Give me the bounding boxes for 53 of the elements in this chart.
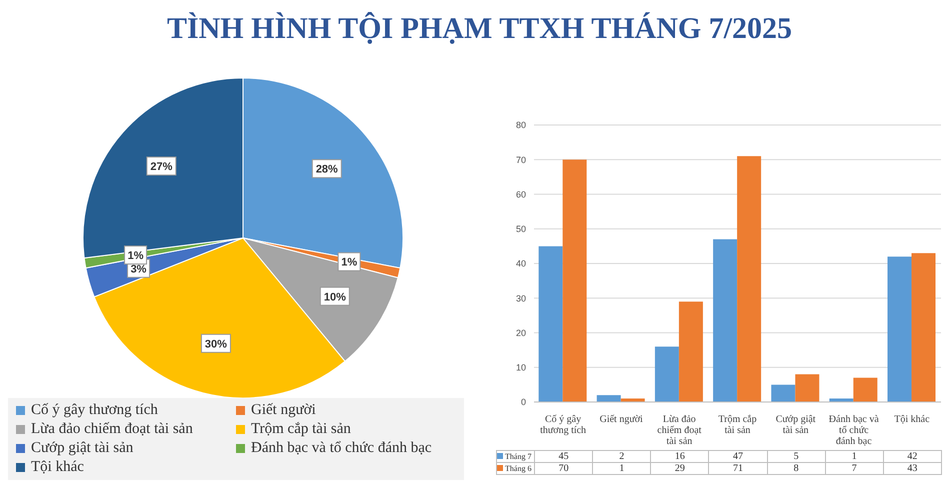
data-label: 1 — [825, 450, 884, 462]
bar — [771, 384, 796, 402]
data-label: 29 — [650, 462, 709, 474]
y-tick-label: 70 — [516, 154, 526, 165]
y-tick-label: 30 — [516, 293, 526, 304]
data-label: 8 — [767, 462, 826, 474]
bar — [912, 253, 936, 402]
legend-label: Tháng 6 — [496, 462, 534, 474]
y-tick-label: 10 — [516, 362, 526, 373]
data-label: 10% — [324, 291, 346, 304]
data-label: 43 — [883, 462, 942, 474]
x-tick-label: Cướp giật tài sản — [776, 414, 816, 436]
bar — [795, 374, 820, 402]
data-label: 71 — [708, 462, 768, 474]
x-tick-label: Cố ý gây thương tích — [540, 414, 586, 436]
data-label: 7 — [825, 462, 884, 474]
legend-label: Tội khác — [31, 459, 84, 476]
x-tick-label: Trộm cắp tài sản — [718, 414, 757, 436]
x-tick-label: Đánh bạc và tổ chức đánh bạc — [828, 414, 880, 447]
bar — [596, 395, 621, 402]
bar — [562, 160, 587, 402]
data-label: 47 — [708, 450, 768, 462]
data-label: 3% — [130, 263, 147, 276]
data-label: 70 — [534, 462, 593, 474]
y-tick-label: 40 — [516, 258, 526, 269]
bar — [538, 246, 563, 402]
chart-title: TÌNH HÌNH TỘI PHẠM TTXH THÁNG 7/2025 — [166, 12, 794, 46]
data-label: 5 — [767, 450, 826, 462]
bar — [678, 302, 703, 402]
x-tick-label: Giết người — [600, 414, 644, 425]
data-label: 27% — [150, 161, 173, 174]
y-tick-label: 0 — [520, 397, 526, 408]
data-label: 1 — [592, 462, 651, 474]
bar — [853, 378, 878, 402]
data-label: 28% — [316, 164, 338, 176]
data-label: 30% — [204, 338, 228, 350]
y-tick-label: 80 — [516, 120, 526, 130]
y-tick-label: 20 — [516, 328, 526, 338]
data-label: 45 — [534, 450, 593, 462]
x-tick-label: Tội khác — [894, 414, 930, 425]
legend-label: Tháng 7 — [496, 450, 534, 462]
bar — [654, 346, 679, 402]
data-label: 1% — [128, 250, 144, 262]
data-label: 42 — [883, 450, 942, 462]
y-tick-label: 50 — [516, 224, 526, 234]
x-tick-label: Lừa đảo chiếm đoạt tài sản — [657, 414, 702, 447]
bar — [737, 156, 762, 402]
bar — [888, 256, 912, 402]
data-label: 16 — [650, 450, 709, 462]
bar — [713, 239, 738, 402]
y-tick-label: 60 — [516, 189, 526, 200]
data-label: 1% — [341, 256, 358, 269]
data-label: 2 — [592, 450, 651, 462]
